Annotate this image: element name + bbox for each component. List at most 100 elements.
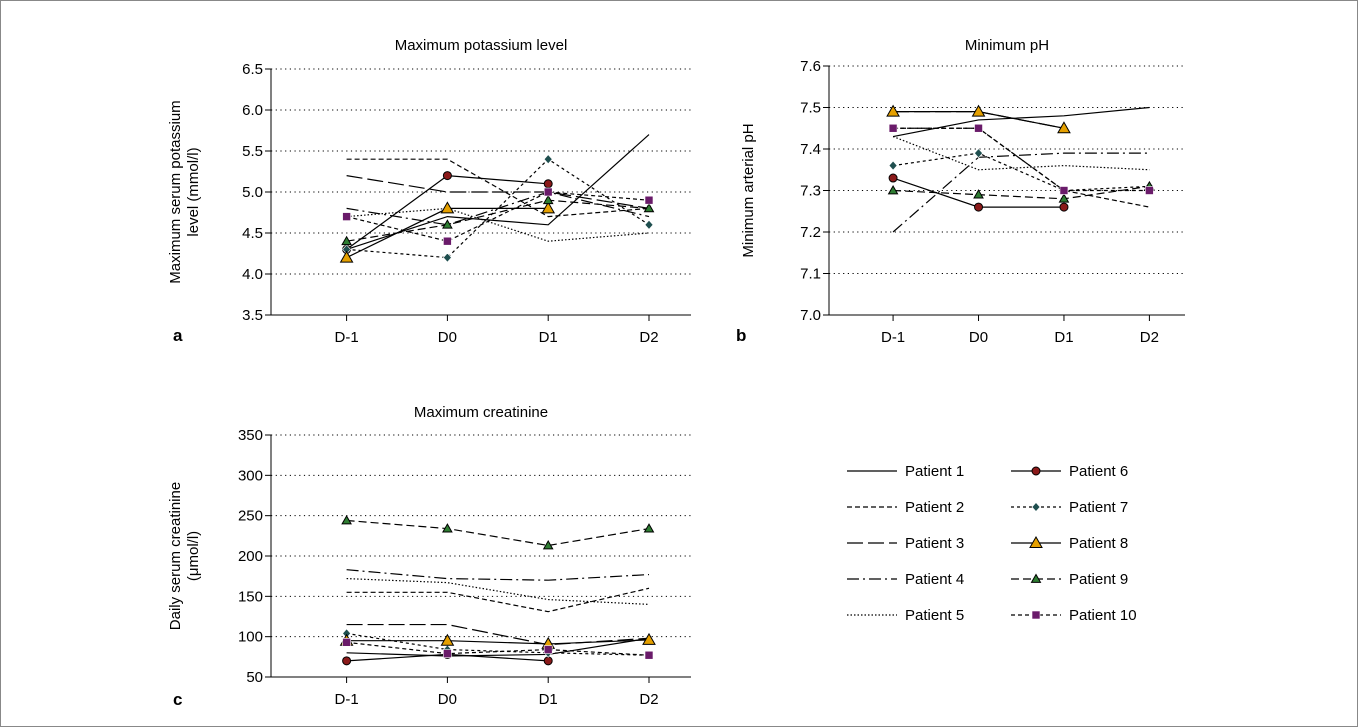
series-patient-3: [346, 175, 650, 209]
legend-item: Patient 8: [1011, 535, 1128, 552]
y-tick-label: 50: [246, 669, 263, 686]
data-point: [442, 252, 452, 263]
y-axis-label: (μmol/l): [185, 531, 202, 581]
series-patient-4: [346, 569, 650, 581]
x-tick-label: D1: [1054, 329, 1073, 346]
panel-letter: b: [736, 326, 746, 345]
data-point: [888, 173, 898, 183]
panel-letter: c: [173, 690, 182, 709]
data-point: [442, 523, 453, 533]
data-point: [341, 235, 352, 246]
data-point: [642, 632, 656, 645]
x-tick-label: D-1: [335, 329, 359, 346]
x-tick-label: D0: [969, 329, 988, 346]
data-point: [440, 201, 455, 214]
panel-letter: a: [173, 326, 183, 345]
data-point: [542, 540, 554, 550]
series-line: [346, 577, 650, 605]
legend-label: Patient 5: [905, 607, 964, 624]
y-tick-label: 6.0: [242, 102, 263, 119]
legend-marker: [1031, 466, 1041, 476]
legend-item: Patient 1: [847, 463, 964, 480]
series-patient-7: [342, 154, 654, 263]
data-point: [443, 649, 452, 658]
legend-item: Patient 6: [1011, 463, 1128, 480]
series-line: [346, 639, 650, 645]
y-tick-label: 100: [238, 629, 263, 646]
series-line: [346, 158, 650, 218]
chart-title: Minimum pH: [965, 37, 1049, 54]
series-line: [346, 207, 650, 242]
y-tick-label: 250: [238, 508, 263, 525]
y-tick-label: 7.3: [800, 183, 821, 200]
series-line: [893, 127, 1150, 192]
x-tick-label: D1: [539, 691, 558, 708]
x-tick-label: D0: [438, 691, 457, 708]
y-tick-label: 7.5: [800, 100, 821, 117]
panel-b: Minimum pH 7.0 7.1 7.2 7.3 7.4 7.5 7.6 D-1 D0 D1 D2…: [736, 37, 1185, 346]
series-line: [892, 135, 1150, 171]
data-point: [644, 219, 654, 230]
panel-c: Maximum creatinine 50 100 150 200 250 300 350 D-…: [167, 404, 691, 709]
legend-marker: [1030, 573, 1042, 583]
legend-item: Patient 2: [847, 499, 964, 516]
series-line: [346, 191, 650, 242]
y-tick-label: 7.0: [800, 307, 821, 324]
series-patient-2: [346, 158, 650, 218]
series-line: [346, 175, 650, 209]
data-point: [888, 160, 898, 171]
data-point: [543, 179, 553, 189]
chart-title: Maximum creatinine: [414, 404, 548, 421]
series-patient-10: [342, 187, 654, 246]
legend-item: Patient 10: [1011, 607, 1137, 624]
data-point: [971, 104, 986, 117]
y-tick-label: 300: [238, 467, 263, 484]
data-point: [886, 104, 900, 117]
series-patient-4: [892, 152, 1150, 233]
legend-label: Patient 3: [905, 535, 964, 552]
x-tick-label: D-1: [335, 691, 359, 708]
data-point: [643, 523, 655, 533]
series-line: [346, 632, 650, 656]
series-patient-10: [342, 638, 654, 660]
y-tick-label: 5.0: [242, 184, 263, 201]
x-tick-label: D2: [1140, 329, 1159, 346]
series-patient-10: [888, 123, 1154, 195]
panel-a: Maximum potassium level 3.5 4.0 4.5 5.0 5.5 6.…: [167, 37, 691, 346]
data-point: [644, 650, 654, 660]
data-point: [1059, 186, 1069, 195]
legend-item: Patient 9: [1011, 571, 1128, 588]
y-tick-label: 4.5: [242, 225, 263, 242]
data-point: [643, 202, 655, 213]
x-tick-label: D1: [539, 329, 558, 346]
data-point: [342, 638, 351, 647]
x-tick-label: D2: [639, 329, 658, 346]
data-point: [542, 194, 554, 205]
data-point: [442, 171, 452, 181]
series-line: [893, 185, 1150, 200]
legend-item: Patient 3: [847, 535, 964, 552]
y-tick-label: 350: [238, 427, 263, 444]
y-tick-label: 7.4: [800, 141, 821, 158]
data-point: [443, 236, 452, 246]
series-line: [346, 641, 650, 656]
series-line: [346, 519, 650, 547]
series-line: [892, 152, 1150, 192]
legend-marker: [1031, 502, 1041, 512]
legend-item: Patient 7: [1011, 499, 1128, 516]
data-point: [440, 633, 455, 646]
data-point: [543, 656, 553, 666]
legend-label: Patient 2: [905, 499, 964, 516]
legend-label: Patient 6: [1069, 463, 1128, 480]
series-line: [346, 569, 650, 581]
series-patient-8: [339, 632, 656, 649]
data-point: [543, 154, 553, 165]
y-axis-label: level (mmol/l): [185, 147, 202, 236]
y-tick-label: 4.0: [242, 266, 263, 283]
data-point: [341, 514, 352, 525]
series-line: [346, 158, 650, 259]
x-tick-label: D0: [438, 329, 457, 346]
series-line: [346, 199, 650, 242]
